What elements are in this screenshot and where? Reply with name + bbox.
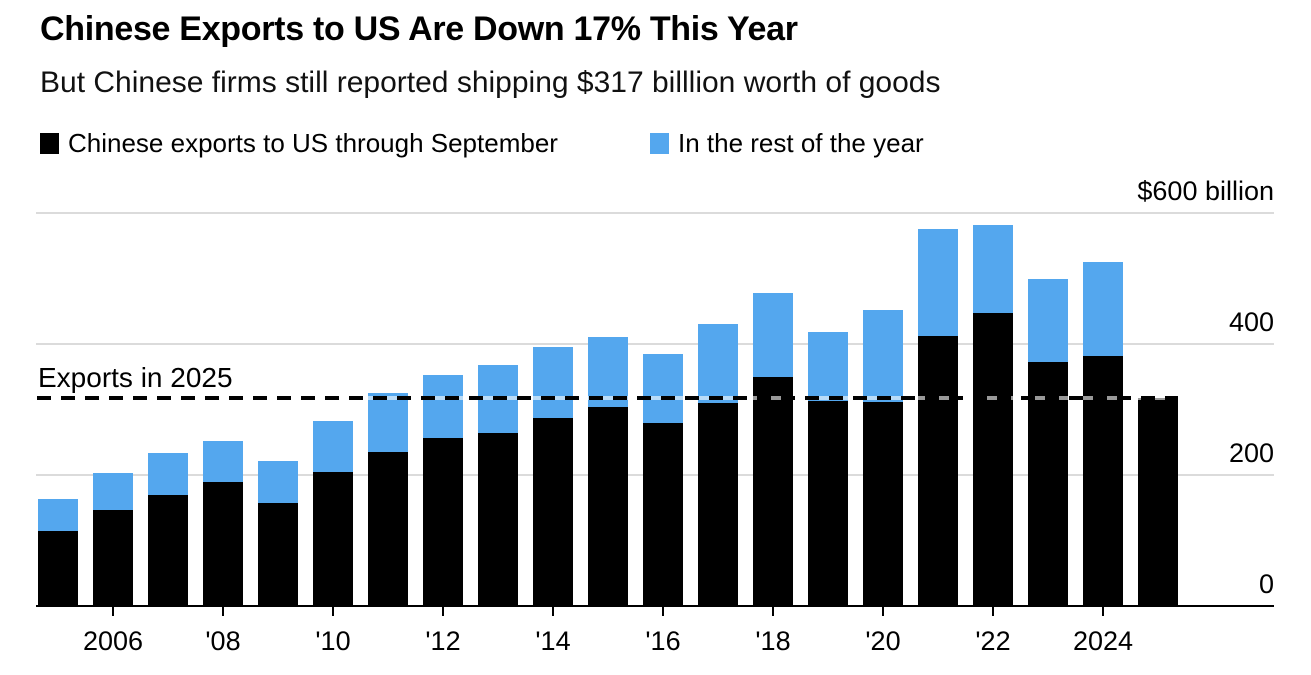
bar-2014-through-september (533, 418, 573, 606)
x-axis-label-2010: '10 (315, 626, 351, 656)
bar-2024-through-september (1083, 355, 1123, 606)
bar-2021-through-september (918, 336, 958, 606)
x-axis-label-2014: '14 (535, 626, 571, 656)
x-axis-line (36, 605, 1274, 607)
bar-2009-rest-of-year (258, 461, 298, 504)
bar-2007-through-september (148, 494, 188, 606)
bar-2011-rest-of-year (368, 393, 408, 453)
bar-2012-rest-of-year (423, 375, 463, 438)
bar-2020-through-september (863, 402, 903, 606)
bar-2006-through-september (93, 510, 133, 606)
bar-2007-rest-of-year (148, 453, 188, 495)
bar-2024-rest-of-year (1083, 262, 1123, 356)
x-axis-label-2008: '08 (205, 626, 241, 656)
legend-swatch-black-icon (40, 132, 59, 154)
bar-2023-rest-of-year (1028, 278, 1068, 363)
gridline-600 (36, 212, 1274, 214)
bar-2009-through-september (258, 503, 298, 606)
bar-2010-through-september (313, 471, 353, 606)
gridline-400 (36, 343, 1274, 345)
x-axis-label-2016: '16 (645, 626, 681, 656)
bar-2017-rest-of-year (698, 324, 738, 403)
x-axis-tick-2020 (882, 606, 884, 616)
legend-item-through-september: Chinese exports to US through September (40, 127, 558, 158)
legend-label: In the rest of the year (678, 127, 924, 158)
bar-2015-through-september (588, 406, 628, 606)
bar-2022-through-september (973, 312, 1013, 606)
x-axis-tick-2012 (442, 606, 444, 616)
x-axis-label-2006: 2006 (82, 626, 144, 656)
bar-2005-through-september (38, 530, 78, 606)
bar-2011-through-september (368, 452, 408, 606)
bar-2013-through-september (478, 433, 518, 606)
bar-2018-rest-of-year (753, 292, 793, 378)
bar-2016-through-september (643, 422, 683, 606)
reference-line-label: Exports in 2025 (38, 362, 233, 394)
chart-subtitle: But Chinese firms still reported shippin… (40, 66, 941, 99)
x-axis-tick-2018 (772, 606, 774, 616)
bar-2023-through-september (1028, 362, 1068, 606)
y-axis-label-400: 400 (1228, 307, 1274, 337)
reference-line (37, 396, 1178, 401)
bar-2008-rest-of-year (203, 440, 243, 483)
bar-2016-rest-of-year (643, 353, 683, 423)
x-axis-tick-2022 (992, 606, 994, 616)
bar-2005-rest-of-year (38, 499, 78, 531)
x-axis-label-2022: '22 (975, 626, 1011, 656)
x-axis-tick-2006 (112, 606, 114, 616)
bar-2019-rest-of-year (808, 331, 848, 401)
x-axis-tick-2010 (332, 606, 334, 616)
bar-2006-rest-of-year (93, 473, 133, 511)
legend-label: Chinese exports to US through September (68, 127, 558, 158)
bar-2025-through-september (1138, 398, 1178, 606)
x-axis-tick-2024 (1102, 606, 1104, 616)
bar-2012-through-september (423, 437, 463, 606)
x-axis-label-2024: 2024 (1072, 626, 1134, 656)
x-axis-label-2018: '18 (755, 626, 791, 656)
bar-2015-rest-of-year (588, 337, 628, 407)
x-axis-label-2012: '12 (425, 626, 461, 656)
legend-swatch-blue-icon (650, 132, 669, 154)
bar-2020-rest-of-year (863, 309, 903, 403)
bar-2010-rest-of-year (313, 420, 353, 472)
bar-2008-through-september (203, 482, 243, 606)
x-axis-tick-2008 (222, 606, 224, 616)
y-axis-label-600: $600 billion (1137, 176, 1274, 206)
bar-2017-through-september (698, 402, 738, 606)
bar-2019-through-september (808, 400, 848, 606)
x-axis-label-2020: '20 (865, 626, 901, 656)
x-axis-tick-2014 (552, 606, 554, 616)
bar-2021-rest-of-year (918, 228, 958, 337)
bar-2014-rest-of-year (533, 346, 573, 418)
bar-2022-rest-of-year (973, 224, 1013, 313)
legend-item-rest-of-year: In the rest of the year (650, 127, 924, 158)
bar-2018-through-september (753, 377, 793, 606)
x-axis-tick-2016 (662, 606, 664, 616)
y-axis-label-0: 0 (1258, 569, 1274, 599)
chart-title: Chinese Exports to US Are Down 17% This … (40, 10, 798, 48)
y-axis-label-200: 200 (1228, 438, 1274, 468)
